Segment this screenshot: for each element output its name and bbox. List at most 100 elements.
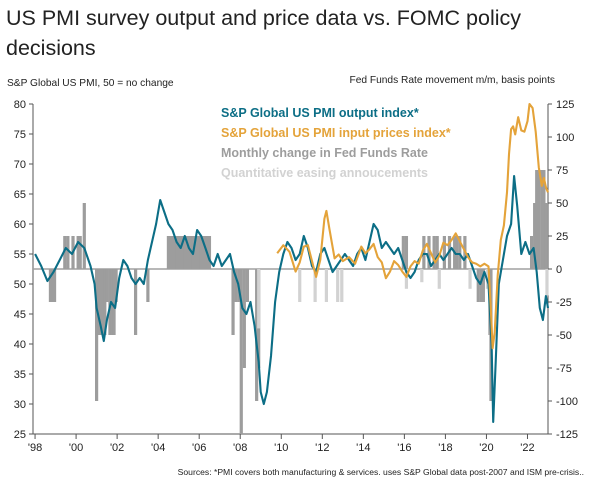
left-tick-label: 45 — [14, 309, 26, 321]
qe-bar-0 — [257, 269, 261, 329]
x-tick-label: '00 — [69, 442, 83, 454]
fed-bar-37 — [199, 236, 203, 269]
fed-bar-23 — [170, 236, 175, 269]
input-prices-line — [276, 102, 549, 350]
fed-bar-hike-11 — [455, 236, 459, 269]
fed-bar-late-7 — [535, 170, 539, 269]
fed-bar-12 — [101, 269, 105, 335]
fed-bar-21 — [166, 236, 171, 269]
fed-bar-26 — [177, 236, 181, 269]
right-tick-label: -100 — [556, 396, 578, 408]
source-note: Sources: *PMI covers both manufacturing … — [177, 467, 584, 477]
x-tick-label: '04 — [151, 442, 165, 454]
fed-bar-late-0 — [476, 269, 480, 302]
fed-bar-hike-7 — [458, 236, 462, 269]
x-tick-label: '20 — [479, 442, 493, 454]
qe-bar-1 — [298, 269, 302, 302]
fed-bar-11 — [99, 269, 103, 335]
left-tick-label: 30 — [14, 399, 26, 411]
fed-bar-9 — [95, 269, 99, 401]
left-tick-label: 25 — [14, 429, 26, 441]
fed-bar-25 — [175, 236, 179, 269]
fed-bar-0 — [48, 269, 53, 302]
right-tick-label: 125 — [556, 99, 574, 111]
fed-bar-1 — [50, 269, 55, 302]
fed-bars — [48, 170, 549, 434]
qe-bar-4 — [336, 269, 340, 302]
fed-bar-20 — [146, 269, 150, 302]
fed-bar-4 — [66, 236, 70, 269]
fed-bar-17 — [112, 269, 116, 335]
x-tick-label: '08 — [233, 442, 247, 454]
left-tick-label: 35 — [14, 369, 26, 381]
fed-bar-39 — [203, 236, 207, 269]
legend-entry: S&P Global US PMI input prices index* — [221, 126, 451, 140]
right-tick-label: 25 — [556, 231, 568, 243]
right-tick-label: 75 — [556, 165, 568, 177]
fed-bar-38 — [201, 236, 205, 269]
fed-bar-36 — [197, 236, 201, 269]
fed-bar-13 — [103, 269, 107, 335]
left-tick-label: 80 — [14, 99, 26, 111]
fed-bar-47 — [245, 269, 250, 302]
fed-bar-43 — [234, 269, 238, 302]
qe-bar-5 — [340, 269, 344, 302]
left-tick-label: 50 — [14, 279, 26, 291]
left-tick-label: 55 — [14, 249, 26, 261]
right-axis-label: Fed Funds Rate movement m/m, basis point… — [349, 75, 555, 86]
qe-bar-13 — [545, 269, 549, 296]
right-tick-label: 0 — [556, 264, 562, 276]
output-index-line — [34, 174, 550, 424]
fed-bar-late-9 — [540, 170, 544, 269]
fed-bar-45 — [239, 269, 243, 434]
left-tick-label: 65 — [14, 189, 26, 201]
x-tick-label: '22 — [520, 442, 534, 454]
qe-bar-3 — [324, 269, 329, 302]
fed-bar-27 — [179, 236, 183, 269]
fed-bar-hike-3 — [432, 236, 436, 269]
qe-bar-7 — [420, 269, 424, 283]
series-lines — [34, 102, 550, 424]
qe-bar-9 — [468, 269, 472, 289]
x-tick-label: '10 — [274, 442, 288, 454]
x-tick-label: '16 — [397, 442, 411, 454]
chart-legend: S&P Global US PMI output index* S&P Globa… — [221, 106, 451, 180]
page-title: US PMI survey output and price data vs. … — [6, 6, 522, 60]
fed-bar-19 — [133, 269, 138, 335]
left-tick-label: 75 — [14, 129, 26, 141]
chart-frame — [32, 104, 549, 435]
right-tick-label: -25 — [556, 297, 572, 309]
fed-bar-14 — [105, 269, 109, 302]
right-tick-label: -125 — [556, 429, 578, 441]
legend-entry: Quantitative easing annoucements — [221, 166, 428, 180]
fed-bar-28 — [181, 236, 185, 269]
axis-ticks: 80 75 70 65 60 55 50 45 40 35 30 25 125 100 75 50 25 0 -25… — [14, 99, 578, 454]
fed-bar-41 — [207, 236, 212, 269]
legend-entry: Monthly change in Fed Funds Rate — [221, 146, 428, 160]
fed-bar-late-10 — [542, 170, 546, 269]
fed-bar-3 — [63, 236, 67, 269]
x-tick-label: '12 — [315, 442, 329, 454]
fed-bar-29 — [183, 236, 187, 269]
x-tick-label: '06 — [192, 442, 206, 454]
fed-bar-10 — [97, 269, 101, 335]
fed-bar-hike-0 — [401, 236, 405, 269]
fed-bar-7 — [78, 236, 82, 269]
fed-bar-hike-4 — [442, 236, 446, 269]
fed-bar-46 — [242, 269, 246, 368]
qe-bar-2 — [313, 269, 317, 302]
fed-bar-hike-9 — [404, 236, 409, 269]
fed-bar-22 — [168, 236, 173, 269]
fed-bar-30 — [185, 236, 189, 269]
left-tick-label: 70 — [14, 159, 26, 171]
fed-bar-hike-2 — [427, 236, 431, 269]
fed-bar-24 — [172, 236, 177, 269]
x-tick-label: '98 — [28, 442, 42, 454]
right-tick-label: -50 — [556, 330, 572, 342]
fed-bar-hike-1 — [422, 236, 426, 269]
right-tick-label: -75 — [556, 363, 572, 375]
x-tick-label: '02 — [110, 442, 124, 454]
left-tick-label: 40 — [14, 339, 26, 351]
fed-bar-6 — [76, 236, 80, 269]
fed-bar-18 — [114, 269, 118, 302]
